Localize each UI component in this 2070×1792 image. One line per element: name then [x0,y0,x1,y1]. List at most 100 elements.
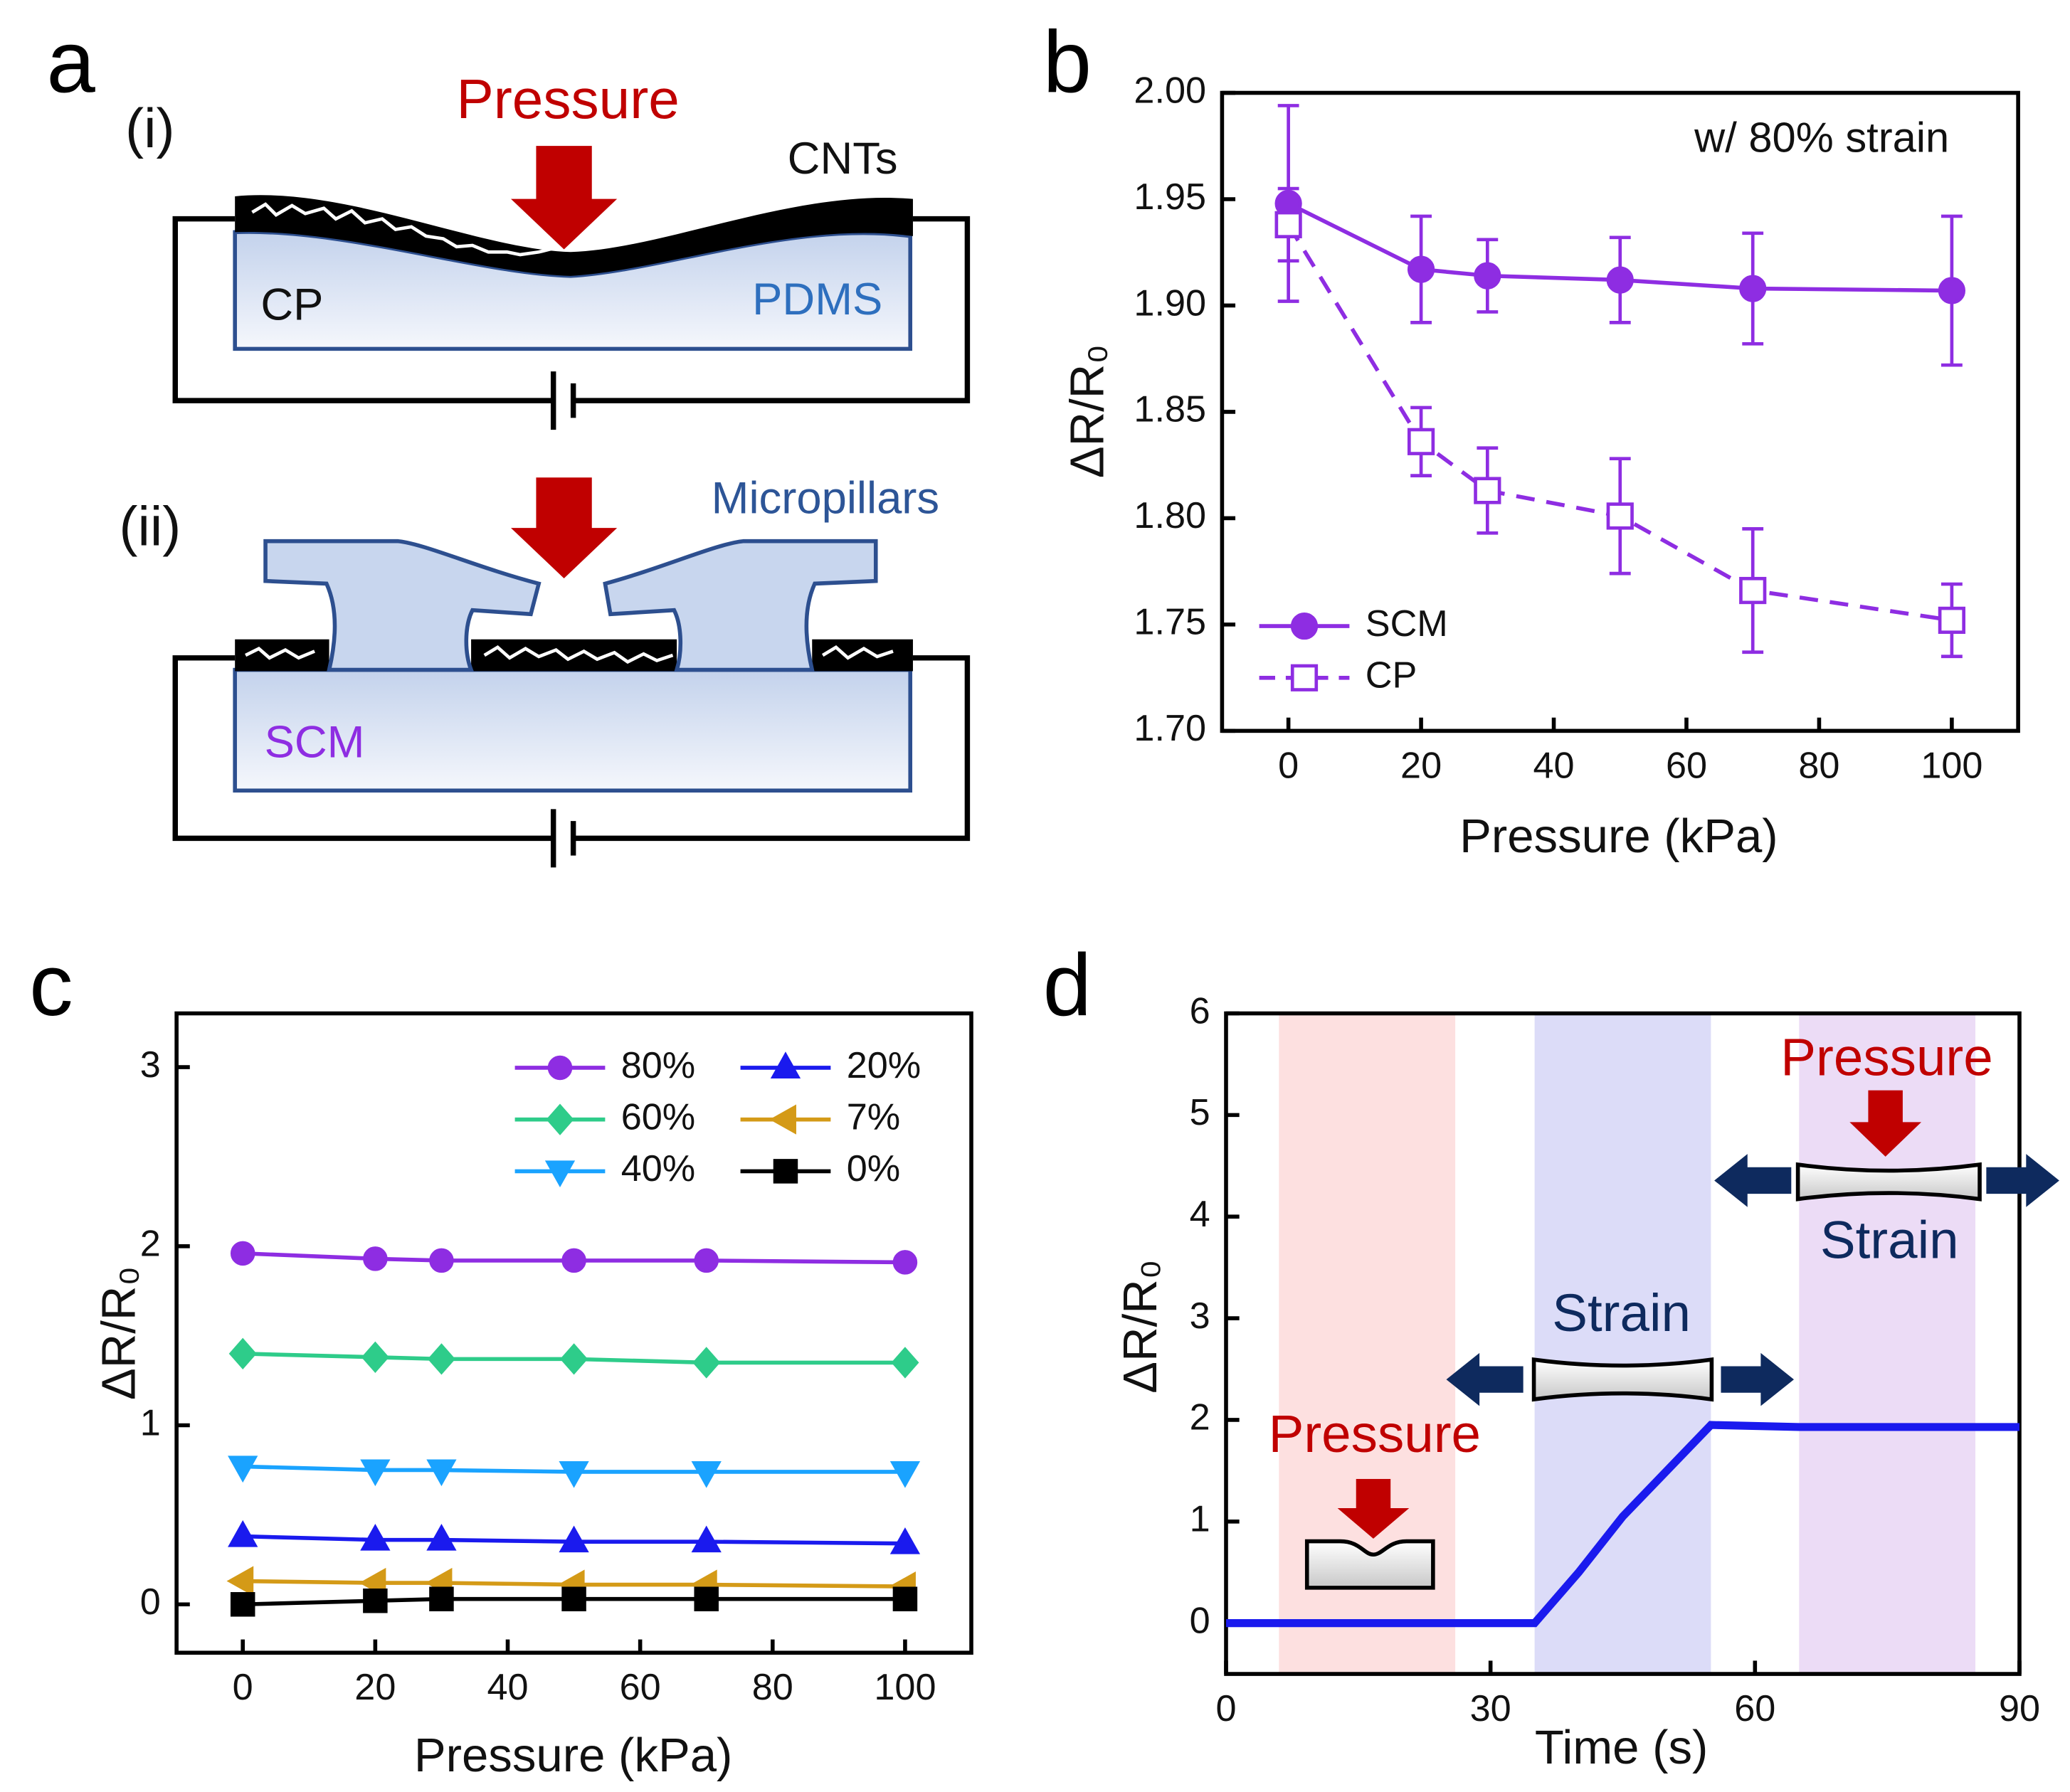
panel-label: a [46,14,95,111]
x-axis-label: Pressure (kPa) [1459,810,1778,863]
y-tick-label: 2 [140,1224,161,1265]
cnts-label: CNTs [788,134,898,184]
marker [360,1459,391,1487]
marker [1474,262,1501,290]
data-line [1225,1421,2019,1628]
pressure-arrow [1337,1507,1410,1539]
marker [1938,277,1966,304]
marker [427,1343,455,1375]
marker [1407,428,1435,455]
marker [426,1523,457,1551]
y-tick-label: 1.95 [1134,176,1206,218]
marker [559,1525,589,1553]
data-line [243,1596,905,1607]
y-tick-label: 4 [1190,1194,1210,1235]
marker [1274,211,1302,238]
legend-marker [1290,612,1319,640]
pressure-arrow [536,146,592,202]
plot-frame [1220,90,2020,733]
pressure-arrow [511,528,618,578]
x-tick-label: 0 [233,1667,253,1708]
panel-label: d [1043,937,1092,1034]
y-tick-label: 3 [1190,1295,1210,1337]
x-tick-label: 40 [487,1667,528,1708]
marker [691,1460,722,1488]
pressure-arrow [511,198,618,250]
scm-block [233,667,913,793]
x-axis-label: Pressure (kPa) [414,1729,733,1782]
marker [694,1248,719,1273]
panel-label: c [29,937,73,1034]
x-tick-label: 0 [1215,1688,1236,1729]
y-tick-label: 3 [140,1044,161,1086]
chart: 0 20 40 60 80 100 1.70 1.75 1.80 1.85 1.90 1.95 2.00… [1061,70,2020,863]
marker [1606,266,1634,294]
x-tick-label: 60 [620,1667,661,1708]
marker [228,1456,258,1483]
y-axis-label: ΔR/R₀ [1061,344,1114,478]
pressure-arrow [1868,1090,1903,1125]
marker [889,1527,921,1554]
legend-marker [770,1051,801,1078]
x-tick-label: 30 [1470,1688,1511,1729]
legend-marker [773,1159,798,1184]
shaded-span [1534,1013,1711,1675]
x-tick-label: 80 [1798,745,1839,786]
x-tick-label: 90 [1999,1688,2040,1729]
x-tick-label: 20 [354,1667,396,1708]
y-tick-label: 1.90 [1134,282,1206,324]
pdms-label: PDMS [752,275,882,324]
y-tick-label: 2.00 [1134,70,1206,111]
stretched-sample [1531,1357,1714,1402]
y-tick-label: 1 [1190,1499,1210,1540]
x-tick-label: 60 [1666,745,1707,786]
marker [1474,477,1501,504]
x-axis-label: Time (s) [1535,1721,1709,1774]
scm-label: SCM [265,718,365,768]
wire [573,216,971,403]
x-tick-label: 60 [1734,1688,1775,1729]
legend-label: 60% [621,1096,695,1138]
marker [691,1525,722,1553]
y-tick-label: 6 [1190,990,1210,1032]
marker [361,1341,389,1374]
data-line [243,1534,905,1546]
marker [560,1343,588,1375]
wire [172,655,554,842]
cnt-layer [235,195,913,276]
legend-marker [1290,664,1319,691]
x-tick-label: 100 [874,1667,936,1708]
y-tick-label: 1.75 [1134,602,1206,643]
y-tick-label: 5 [1190,1092,1210,1133]
annotation: Pressure [1780,1027,1992,1086]
marker [889,1460,921,1488]
marker [226,1566,254,1596]
annotation: Pressure [1269,1404,1481,1463]
cnt-fibers [245,645,894,664]
pressure-arrow [1356,1478,1391,1511]
micropillars-label: Micropillars [712,474,939,524]
x-tick-label: 20 [1400,745,1442,786]
marker [363,1246,388,1271]
marker [561,1586,586,1611]
pressure-label: Pressure [457,68,680,130]
marker [360,1523,391,1551]
y-tick-label: 2 [1190,1397,1210,1438]
cnt-segment [812,639,913,672]
part-label: (i) [125,97,175,159]
wire [573,655,971,842]
plot-frame [1224,1011,2022,1676]
y-tick-label: 0 [1190,1600,1210,1641]
marker [429,1248,454,1273]
data-line [243,1464,905,1474]
y-tick-label: 1 [140,1402,161,1443]
marker [363,1588,388,1613]
plot-frame [174,1011,973,1655]
marker [429,1586,454,1611]
legend-marker [546,1103,574,1135]
data-line [243,1251,905,1265]
micropillar [603,539,878,672]
legend-label: 40% [621,1148,695,1189]
data-line [243,1352,905,1365]
pressed-sample [1304,1539,1435,1590]
